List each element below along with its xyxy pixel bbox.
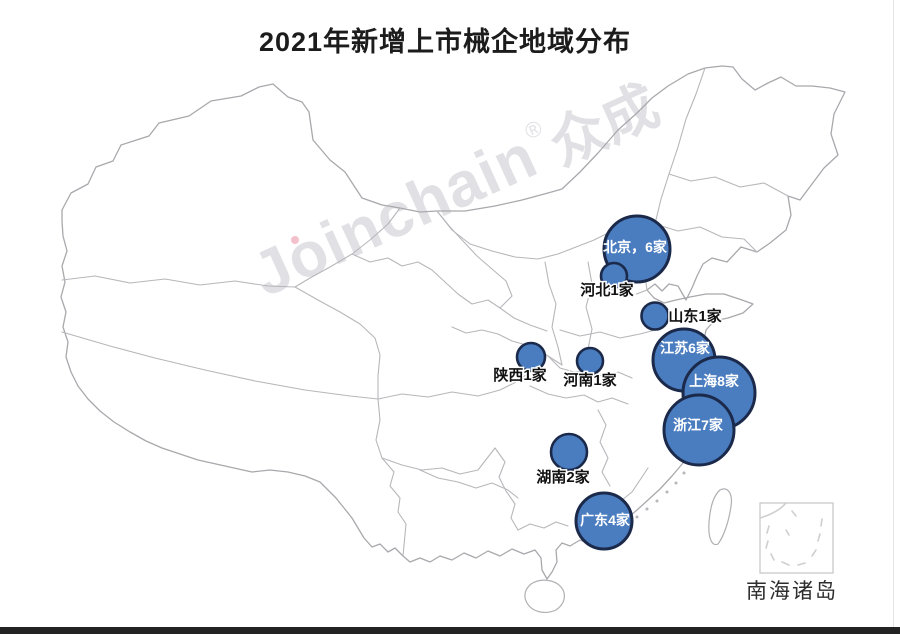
bubble-山东 — [640, 301, 670, 331]
bubble-label-北京: 北京，6家 — [603, 239, 668, 255]
bubble-河南 — [575, 346, 605, 376]
right-edge-line — [893, 0, 894, 627]
south-china-sea-inset — [759, 502, 834, 574]
bubble-广东 — [574, 491, 634, 551]
watermark-dot-icon — [291, 236, 299, 244]
bubble-label-上海: 上海8家 — [689, 373, 740, 389]
page-title: 2021年新增上市械企地域分布 — [258, 27, 632, 57]
bubble-label-湖南: 湖南2家 — [536, 468, 589, 486]
islands — [524, 450, 733, 613]
bubble-label-河南: 河南1家 — [563, 371, 616, 389]
bubble-湖南 — [549, 432, 589, 472]
bubble-label-江苏: 江苏6家 — [660, 340, 711, 356]
mainland-outline — [60, 65, 846, 580]
bubble-河北 — [599, 261, 629, 291]
bubble-label-广东: 广东4家 — [580, 512, 631, 528]
bubble-label-山东: 山东1家 — [668, 307, 721, 325]
south-china-sea-label: 南海诸岛 — [746, 580, 838, 603]
bubble-label-陕西: 陕西1家 — [493, 366, 546, 384]
hainan-island — [524, 579, 566, 613]
bubble-label-河北: 河北1家 — [580, 281, 633, 299]
bubble-label-浙江: 浙江7家 — [673, 417, 724, 433]
taiwan-island — [708, 488, 733, 546]
bottom-bar — [0, 627, 900, 634]
bubble-陕西 — [515, 341, 547, 373]
bubble-浙江 — [662, 393, 736, 467]
province-borders — [61, 67, 789, 557]
